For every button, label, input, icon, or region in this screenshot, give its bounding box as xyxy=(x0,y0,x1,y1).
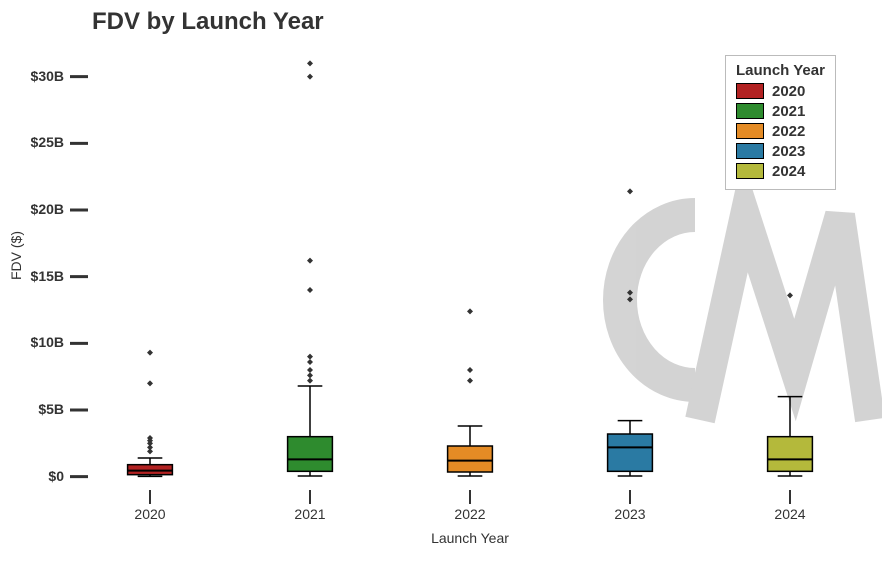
legend-swatch xyxy=(736,163,764,179)
legend-label: 2021 xyxy=(772,103,805,120)
legend-swatch xyxy=(736,123,764,139)
legend-label: 2024 xyxy=(772,163,805,180)
legend: Launch Year 2020 2021 2022 2023 2024 xyxy=(725,55,836,190)
legend-swatch xyxy=(736,103,764,119)
legend-item: 2021 xyxy=(736,101,825,121)
y-tick-label: $15B xyxy=(14,268,64,284)
x-tick-label: 2023 xyxy=(600,506,660,522)
y-tick-label: $5B xyxy=(14,401,64,417)
x-tick-label: 2020 xyxy=(120,506,180,522)
y-tick-label: $25B xyxy=(14,134,64,150)
y-tick-label: $20B xyxy=(14,201,64,217)
legend-label: 2020 xyxy=(772,83,805,100)
legend-label: 2022 xyxy=(772,123,805,140)
x-tick-label: 2024 xyxy=(760,506,820,522)
legend-title: Launch Year xyxy=(736,62,825,79)
legend-item: 2023 xyxy=(736,141,825,161)
y-tick-label: $0 xyxy=(14,468,64,484)
legend-swatch xyxy=(736,143,764,159)
legend-swatch xyxy=(736,83,764,99)
boxplot-chart: FDV by Launch Year FDV ($) Launch Year L… xyxy=(0,0,882,561)
legend-item: 2024 xyxy=(736,161,825,181)
x-tick-label: 2021 xyxy=(280,506,340,522)
y-tick-label: $30B xyxy=(14,68,64,84)
legend-item: 2022 xyxy=(736,121,825,141)
y-tick-label: $10B xyxy=(14,334,64,350)
legend-label: 2023 xyxy=(772,143,805,160)
x-tick-label: 2022 xyxy=(440,506,500,522)
legend-item: 2020 xyxy=(736,81,825,101)
